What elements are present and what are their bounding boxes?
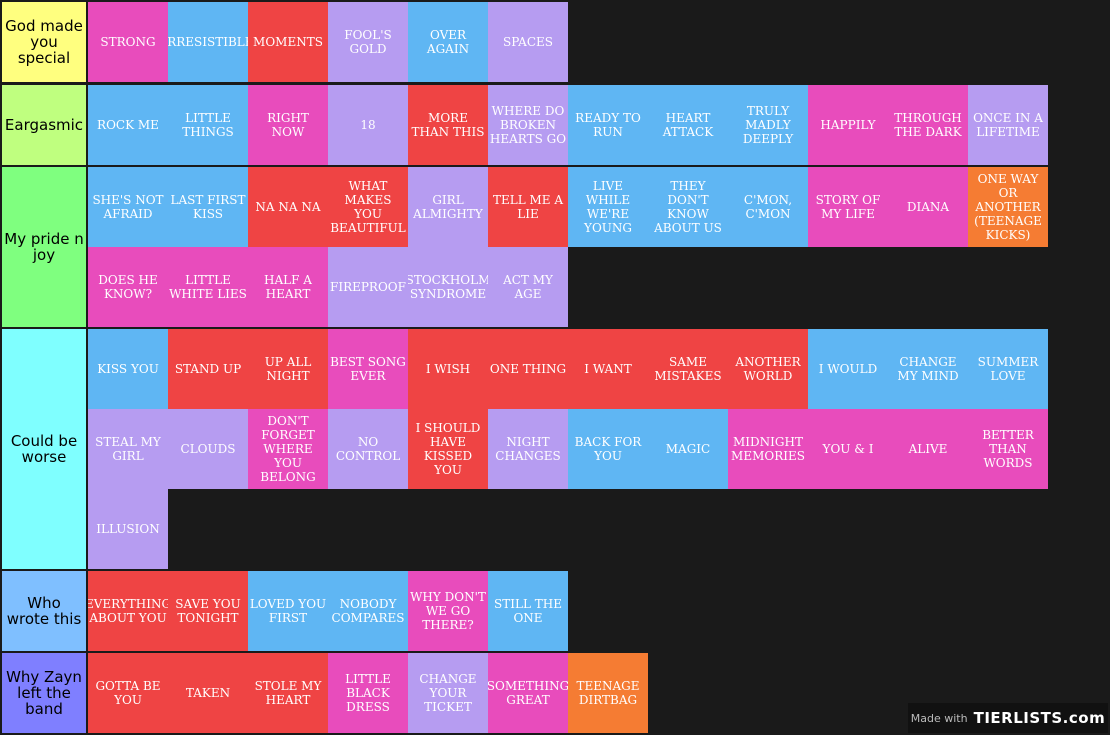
- song-card[interactable]: MORE THAN THIS: [408, 85, 488, 165]
- song-card[interactable]: MAGIC: [648, 409, 728, 489]
- song-card[interactable]: ALIVE: [888, 409, 968, 489]
- song-card[interactable]: HAPPILY: [808, 85, 888, 165]
- song-card[interactable]: TEENAGE DIRTBAG: [568, 653, 648, 733]
- song-card[interactable]: EVERYTHING ABOUT YOU: [88, 571, 168, 651]
- tier-row: Eargasmic ROCK ME LITTLE THINGS RIGHT NOW 18…: [0, 85, 1110, 165]
- song-card[interactable]: MOMENTS: [248, 2, 328, 82]
- song-card[interactable]: NO CONTROL: [328, 409, 408, 489]
- song-card[interactable]: ONE THING: [488, 329, 568, 409]
- song-card[interactable]: FIREPROOF: [328, 247, 408, 327]
- song-card[interactable]: MIDNIGHT MEMORIES: [728, 409, 808, 489]
- song-card[interactable]: GIRL ALMIGHTY: [408, 167, 488, 247]
- song-card[interactable]: RIGHT NOW: [248, 85, 328, 165]
- song-card[interactable]: STILL THE ONE: [488, 571, 568, 651]
- song-card[interactable]: WHERE DO BROKEN HEARTS GO: [488, 85, 568, 165]
- tier-row: My pride n joy SHE'S NOT AFRAID LAST FIRST…: [0, 167, 1110, 327]
- song-card[interactable]: LOVED YOU FIRST: [248, 571, 328, 651]
- song-card[interactable]: BACK FOR YOU: [568, 409, 648, 489]
- song-card[interactable]: ONCE IN A LIFETIME: [968, 85, 1048, 165]
- tier-row: Why Zayn left the band GOTTA BE YOU TAKEN S…: [0, 653, 1110, 733]
- song-card[interactable]: IRRESISTIBLE: [168, 2, 248, 82]
- song-card[interactable]: BEST SONG EVER: [328, 329, 408, 409]
- song-card[interactable]: TELL ME A LIE: [488, 167, 568, 247]
- song-card[interactable]: TRULY MADLY DEEPLY: [728, 85, 808, 165]
- song-card[interactable]: ONE WAY OR ANOTHER (TEENAGE KICKS): [968, 167, 1048, 247]
- tier-items-container: EVERYTHING ABOUT YOU SAVE YOU TONIGHT LOVE…: [88, 571, 1048, 651]
- song-card[interactable]: SPACES: [488, 2, 568, 82]
- tier-label[interactable]: Could be worse: [2, 329, 86, 569]
- song-card[interactable]: UP ALL NIGHT: [248, 329, 328, 409]
- song-card[interactable]: SUMMER LOVE: [968, 329, 1048, 409]
- song-card[interactable]: LIVE WHILE WE'RE YOUNG: [568, 167, 648, 247]
- tier-label[interactable]: God made you special: [2, 2, 86, 82]
- song-card[interactable]: KISS YOU: [88, 329, 168, 409]
- song-card[interactable]: SAME MISTAKES: [648, 329, 728, 409]
- song-card[interactable]: I SHOULD HAVE KISSED YOU: [408, 409, 488, 489]
- song-card[interactable]: I WOULD: [808, 329, 888, 409]
- song-card[interactable]: GOTTA BE YOU: [88, 653, 168, 733]
- song-card[interactable]: STOLE MY HEART: [248, 653, 328, 733]
- tier-label[interactable]: Eargasmic: [2, 85, 86, 165]
- song-card[interactable]: SOMETHING GREAT: [488, 653, 568, 733]
- watermark-brand-logo: TIERLISTS.com: [973, 709, 1106, 727]
- song-card[interactable]: I WANT: [568, 329, 648, 409]
- tier-label[interactable]: Why Zayn left the band: [2, 653, 86, 733]
- watermark-badge: Made with TIERLISTS.com: [908, 703, 1108, 733]
- tier-items-container: SHE'S NOT AFRAID LAST FIRST KISS NA NA NA W…: [88, 167, 1048, 327]
- song-card[interactable]: WHY DON'T WE GO THERE?: [408, 571, 488, 651]
- tier-items-container: STRONGIRRESISTIBLEMOMENTSFOOL'S GOLDOVER…: [88, 2, 1048, 82]
- song-card[interactable]: CLOUDS: [168, 409, 248, 489]
- song-card[interactable]: LAST FIRST KISS: [168, 167, 248, 247]
- song-card[interactable]: TAKEN: [168, 653, 248, 733]
- song-card[interactable]: I WISH: [408, 329, 488, 409]
- song-card[interactable]: NA NA NA: [248, 167, 328, 247]
- watermark-prefix: Made with: [910, 711, 968, 725]
- song-card[interactable]: HALF A HEART: [248, 247, 328, 327]
- song-card[interactable]: NIGHT CHANGES: [488, 409, 568, 489]
- song-card[interactable]: SHE'S NOT AFRAID: [88, 167, 168, 247]
- song-card[interactable]: DON'T FORGET WHERE YOU BELONG: [248, 409, 328, 489]
- song-card[interactable]: READY TO RUN: [568, 85, 648, 165]
- tier-items-container: GOTTA BE YOU TAKEN STOLE MY HEART LITTLE BL…: [88, 653, 1048, 733]
- song-card[interactable]: LITTLE WHITE LIES: [168, 247, 248, 327]
- song-card[interactable]: THEY DON'T KNOW ABOUT US: [648, 167, 728, 247]
- song-card[interactable]: THROUGH THE DARK: [888, 85, 968, 165]
- song-card[interactable]: FOOL'S GOLD: [328, 2, 408, 82]
- song-card[interactable]: C'MON, C'MON: [728, 167, 808, 247]
- tier-label[interactable]: Who wrote this: [2, 571, 86, 651]
- song-card[interactable]: SAVE YOU TONIGHT: [168, 571, 248, 651]
- song-card[interactable]: ACT MY AGE: [488, 247, 568, 327]
- song-card[interactable]: ROCK ME: [88, 85, 168, 165]
- tier-items-container: ROCK ME LITTLE THINGS RIGHT NOW 18 MORE THAN…: [88, 85, 1048, 165]
- song-card[interactable]: YOU & I: [808, 409, 888, 489]
- song-card[interactable]: OVER AGAIN: [408, 2, 488, 82]
- song-card[interactable]: NOBODY COMPARES: [328, 571, 408, 651]
- song-card[interactable]: CHANGE MY MIND: [888, 329, 968, 409]
- song-card[interactable]: STRONG: [88, 2, 168, 82]
- song-card[interactable]: BETTER THAN WORDS: [968, 409, 1048, 489]
- song-card[interactable]: CHANGE YOUR TICKET: [408, 653, 488, 733]
- song-card[interactable]: STORY OF MY LIFE: [808, 167, 888, 247]
- song-card[interactable]: STEAL MY GIRL: [88, 409, 168, 489]
- tier-label[interactable]: My pride n joy: [2, 167, 86, 327]
- tier-row: God made you specialSTRONGIRRESISTIBLEMO…: [0, 2, 1110, 82]
- song-card[interactable]: HEART ATTACK: [648, 85, 728, 165]
- tier-items-container: KISS YOU STAND UP UP ALL NIGHT BEST SONG EV…: [88, 329, 1048, 569]
- song-card[interactable]: DOES HE KNOW?: [88, 247, 168, 327]
- song-card[interactable]: WHAT MAKES YOU BEAUTIFUL: [328, 167, 408, 247]
- song-card[interactable]: STAND UP: [168, 329, 248, 409]
- song-card[interactable]: ANOTHER WORLD: [728, 329, 808, 409]
- song-card[interactable]: DIANA: [888, 167, 968, 247]
- tier-row: Could be worse KISS YOU STAND UP UP ALL NIG…: [0, 329, 1110, 569]
- tier-row: Who wrote this EVERYTHING ABOUT YOU SAVE Y…: [0, 571, 1110, 651]
- song-card[interactable]: 18: [328, 85, 408, 165]
- song-card[interactable]: LITTLE THINGS: [168, 85, 248, 165]
- song-card[interactable]: ILLUSION: [88, 489, 168, 569]
- song-card[interactable]: LITTLE BLACK DRESS: [328, 653, 408, 733]
- song-card[interactable]: STOCKHOLM SYNDROME: [408, 247, 488, 327]
